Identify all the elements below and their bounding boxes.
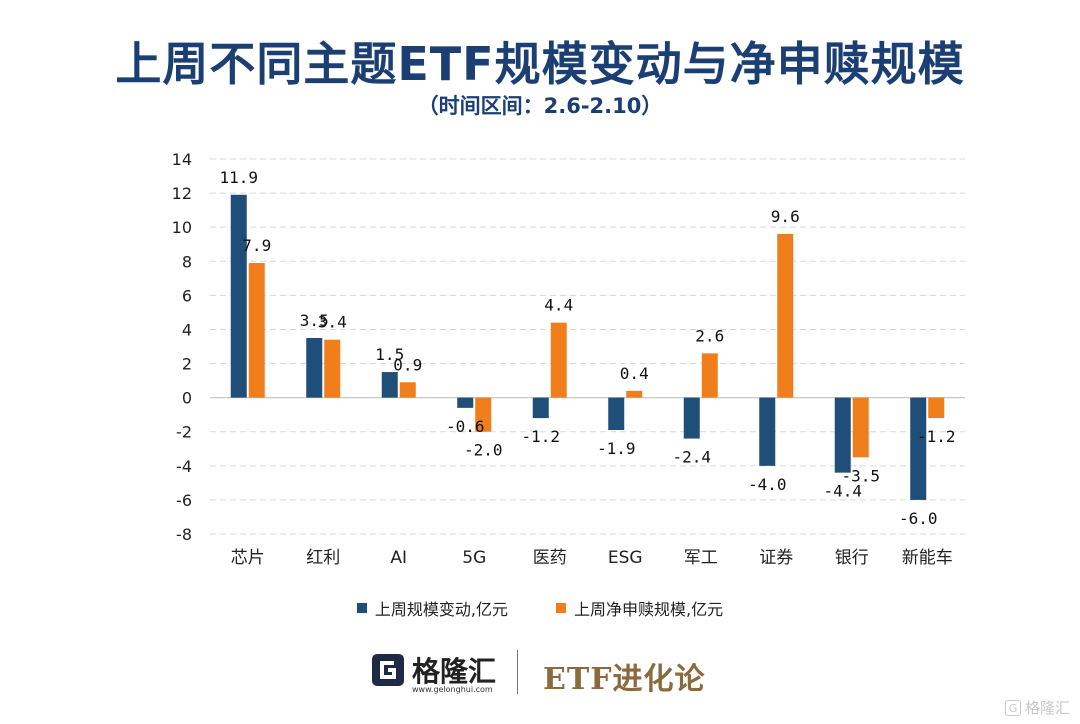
x-tick-label: 5G bbox=[462, 548, 486, 568]
x-tick-label: 芯片 bbox=[231, 548, 265, 568]
logo-url: www.gelonghui.com bbox=[412, 685, 493, 694]
bar-net-flow bbox=[777, 234, 794, 398]
bar-scale-change bbox=[608, 397, 625, 431]
legend-item-scale-change: 上周规模变动,亿元 bbox=[356, 596, 508, 620]
bar-net-flow bbox=[475, 397, 492, 432]
watermark: G 格隆汇 bbox=[1004, 697, 1070, 718]
y-tick-label: 14 bbox=[172, 150, 192, 169]
legend-swatch-scale-change bbox=[356, 603, 367, 613]
legend-label-net-flow: 上周净申赎规模,亿元 bbox=[574, 600, 724, 619]
watermark-logo-icon: G bbox=[1004, 699, 1021, 716]
y-tick-label: 4 bbox=[182, 320, 192, 339]
footer: 格隆汇 www.gelonghui.com ETF进化论 bbox=[0, 648, 1080, 698]
bar-net-flow bbox=[550, 322, 567, 398]
x-tick-label: AI bbox=[390, 548, 407, 568]
data-label: -1.9 bbox=[597, 439, 636, 458]
data-label: 3.4 bbox=[318, 313, 347, 332]
chart-legend: 上周规模变动,亿元 上周净申赎规模,亿元 bbox=[0, 596, 1080, 620]
y-tick-label: 0 bbox=[182, 389, 192, 408]
x-tick-label: 证券 bbox=[759, 548, 793, 568]
x-tick-label: 军工 bbox=[684, 548, 718, 568]
footer-divider bbox=[517, 650, 518, 694]
data-label: 0.4 bbox=[620, 364, 649, 383]
data-label: -1.2 bbox=[521, 427, 560, 446]
bar-scale-change bbox=[834, 397, 851, 473]
y-tick-label: 2 bbox=[182, 355, 192, 374]
logo-text: 格隆汇 bbox=[412, 655, 497, 688]
bar-scale-change bbox=[910, 397, 927, 500]
footer-brand: ETF进化论 bbox=[543, 662, 706, 697]
y-tick-label: -4 bbox=[176, 457, 192, 476]
data-label: -2.0 bbox=[464, 441, 503, 460]
data-label: 11.9 bbox=[219, 168, 258, 187]
chart-title: 上周不同主题ETF规模变动与净申赎规模 bbox=[115, 37, 965, 91]
bar-net-flow bbox=[399, 382, 416, 398]
y-tick-label: -6 bbox=[176, 491, 192, 510]
x-tick-label: 新能车 bbox=[902, 548, 953, 568]
data-label: 0.9 bbox=[393, 355, 422, 374]
bar-scale-change bbox=[759, 397, 776, 466]
x-tick-label: 医药 bbox=[533, 548, 567, 568]
bar-scale-change bbox=[230, 194, 247, 398]
bar-net-flow bbox=[928, 397, 945, 419]
bar-scale-change bbox=[381, 372, 398, 398]
bar-scale-change bbox=[532, 397, 549, 419]
bar-scale-change bbox=[683, 397, 700, 439]
data-label: 1.5 bbox=[375, 345, 404, 364]
data-label: -1.2 bbox=[917, 427, 956, 446]
chart-subtitle: （时间区间：2.6-2.10） bbox=[417, 94, 663, 118]
bar-scale-change bbox=[306, 337, 323, 398]
y-tick-label: 12 bbox=[172, 184, 192, 203]
data-label: 9.6 bbox=[771, 207, 800, 226]
data-label: -6.0 bbox=[899, 509, 938, 528]
data-label: -3.5 bbox=[841, 466, 880, 485]
legend-swatch-net-flow bbox=[556, 603, 566, 613]
bar-chart: 14 12 10 8 6 4 2 0 -2 -4 -6 -8 11.9 7.9 3.53.4 1.50.9 -… bbox=[172, 150, 965, 568]
gelonghui-logo-icon bbox=[372, 654, 404, 686]
y-tick-label: -2 bbox=[176, 423, 192, 442]
watermark-text: 格隆汇 bbox=[1024, 699, 1070, 717]
data-label: 3.5 bbox=[300, 311, 329, 330]
bar-net-flow bbox=[626, 390, 643, 398]
data-label: 2.6 bbox=[695, 326, 724, 345]
y-tick-label: -8 bbox=[176, 525, 192, 544]
x-tick-label: 银行 bbox=[835, 548, 869, 568]
legend-item-net-flow: 上周净申赎规模,亿元 bbox=[556, 596, 723, 620]
bar-scale-change bbox=[457, 397, 474, 408]
legend-label-scale-change: 上周规模变动,亿元 bbox=[374, 600, 508, 619]
bar-net-flow bbox=[324, 339, 341, 398]
bar-net-flow bbox=[852, 397, 869, 458]
data-label: 4.4 bbox=[544, 296, 573, 315]
bar-net-flow bbox=[701, 353, 718, 398]
x-tick-label: 红利 bbox=[306, 548, 340, 568]
bar-net-flow bbox=[248, 262, 265, 398]
data-label: -4.0 bbox=[748, 475, 787, 494]
data-label: 7.9 bbox=[242, 236, 271, 255]
y-tick-label: 10 bbox=[172, 218, 192, 237]
x-tick-label: ESG bbox=[608, 548, 643, 568]
data-label: -2.4 bbox=[672, 448, 711, 467]
y-tick-label: 8 bbox=[182, 252, 192, 271]
data-label: -4.4 bbox=[823, 482, 862, 501]
data-label: -0.6 bbox=[446, 417, 485, 436]
y-tick-label: 6 bbox=[182, 286, 192, 305]
